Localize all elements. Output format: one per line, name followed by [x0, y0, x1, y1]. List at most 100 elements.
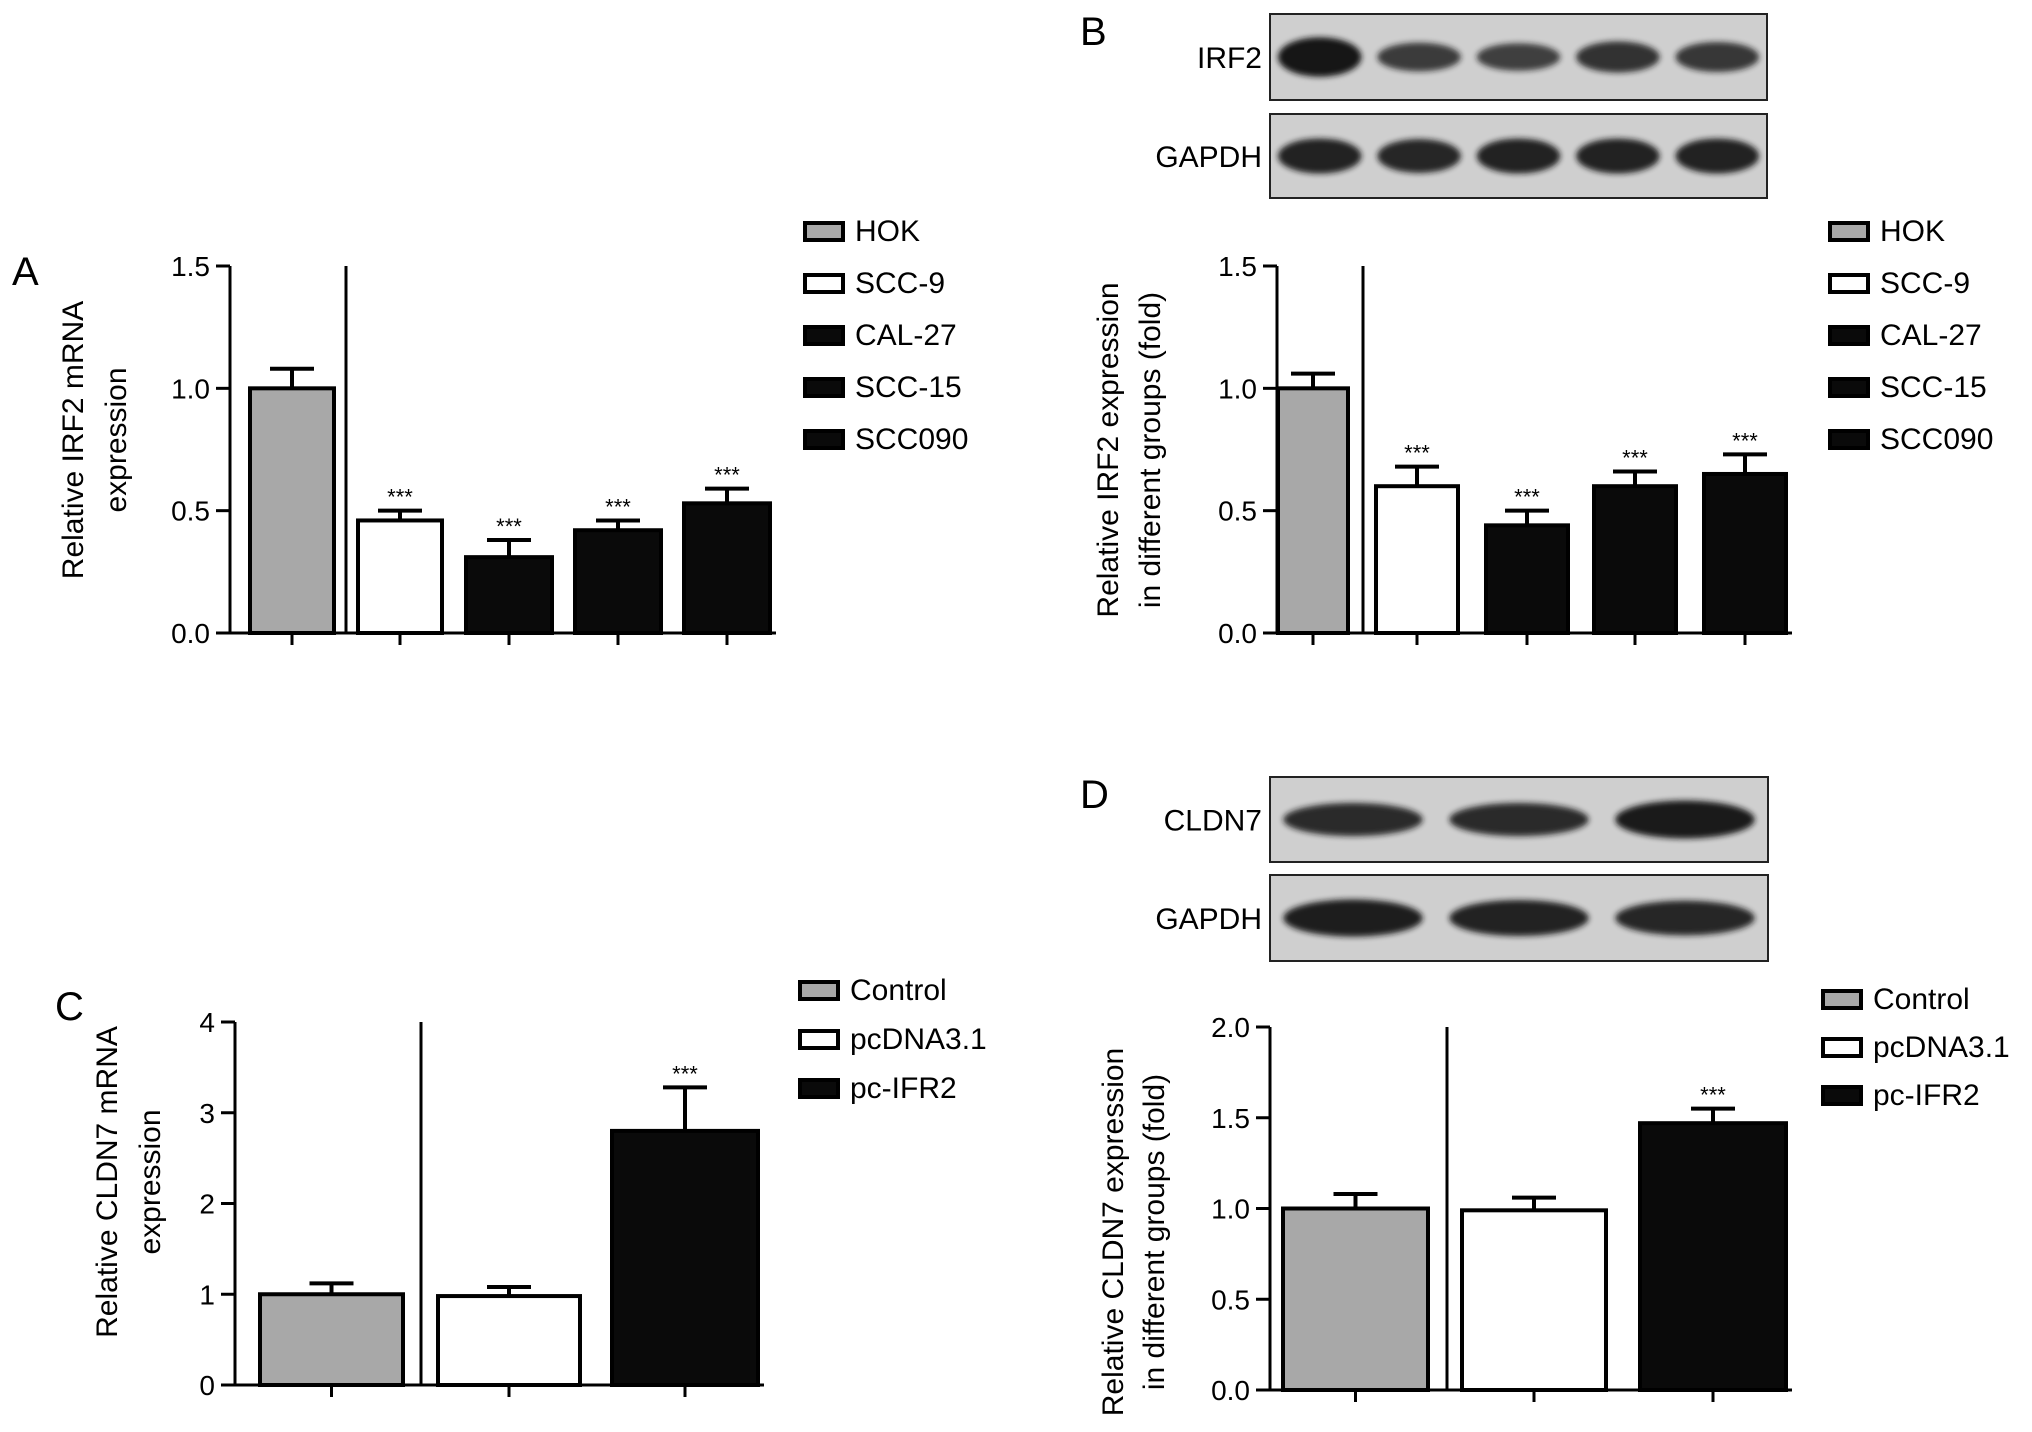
chart-c-bar-pcdna3-1: [436, 1294, 582, 1387]
chart-c-legend-swatch: [798, 1029, 840, 1050]
chart-c-ylabel-line2: expression: [134, 1109, 167, 1254]
chart-b-ylabel-line1: Relative IRF2 expression: [1092, 282, 1125, 617]
blot-d-row-label: CLDN7: [1164, 805, 1262, 838]
chart-c-ylabel-line1: Relative CLDN7 mRNA: [91, 1026, 124, 1338]
chart-b-ytick-label: 0.0: [1218, 618, 1257, 649]
panel-b: IRF2 GAPDH 0.0 0.5 1.0 1.5 *** *** *** *** Relat…: [1092, 13, 1993, 649]
chart-a-bar-hok: [248, 386, 336, 636]
chart-a-legend-label: CAL-27: [855, 319, 957, 352]
chart-a-legend-swatch: [803, 325, 845, 346]
panel-a: 0.0 0.5 1.0 1.5 *** *** *** *** Relative IRF2 m…: [57, 215, 968, 649]
panel-label-a: A: [12, 250, 39, 294]
panel-label-d: D: [1080, 773, 1109, 817]
chart-b-legend-label: HOK: [1880, 215, 1945, 248]
blot-b-band: [1277, 37, 1362, 77]
blot-b-band: [1476, 138, 1561, 174]
chart-c-ytick-label: 1: [199, 1279, 215, 1310]
chart-c-bar-control: [258, 1292, 405, 1387]
chart-b-ytick-label: 0.5: [1218, 496, 1257, 527]
chart-a-legend-label: SCC-9: [855, 267, 945, 300]
chart-b-bar-scc-9: [1374, 484, 1460, 636]
blot-b-band: [1377, 139, 1461, 173]
blot-d-band: [1283, 899, 1423, 937]
chart-a-significance: ***: [387, 485, 413, 510]
chart-a-ylabel-line1: Relative IRF2 mRNA: [57, 301, 90, 579]
chart-a-bar-scc-15: [573, 528, 663, 635]
blot-b-row-label: IRF2: [1197, 42, 1262, 75]
panel-label-b: B: [1080, 10, 1107, 54]
chart-c-legend-label: Control: [850, 974, 947, 1007]
chart-b-significance: ***: [1404, 441, 1430, 466]
chart-a-legend: HOK SCC-9 CAL-27 SCC-15 SCC090: [803, 215, 968, 456]
chart-b-significance: ***: [1514, 485, 1540, 510]
chart-a-ylabel-line2: expression: [100, 367, 133, 512]
panel-d: CLDN7 GAPDH 0.0 0.5 1.0 1.5 2.0 *** Relative C…: [1097, 776, 2010, 1417]
chart-d-bar-pc-ifr2: [1638, 1121, 1788, 1392]
blot-b-band: [1675, 138, 1760, 174]
blot-d-row-label: GAPDH: [1155, 903, 1262, 936]
chart-b-bar-hok: [1276, 386, 1350, 636]
chart-a-ytick-label: 0.0: [171, 618, 210, 649]
chart-d-ytick-label: 2.0: [1211, 1012, 1250, 1043]
chart-d-ylabel-line2: in different groups (fold): [1138, 1074, 1171, 1390]
blot-b-band: [1476, 43, 1561, 71]
chart-b-legend-label: CAL-27: [1880, 319, 1982, 352]
chart-b-legend-swatch: [1828, 273, 1870, 294]
chart-d-bar-pcdna3-1: [1460, 1208, 1608, 1392]
chart-a-ytick-label: 1.5: [171, 251, 210, 282]
chart-c-ytick-label: 2: [199, 1189, 215, 1220]
chart-b-legend-swatch: [1828, 377, 1870, 398]
chart-d-ylabel-line1: Relative CLDN7 expression: [1097, 1048, 1130, 1417]
panel-label-c: C: [55, 985, 84, 1029]
chart-a-ytick-label: 1.0: [171, 373, 210, 404]
chart-a-ytick-label: 0.5: [171, 496, 210, 527]
chart-c-significance: ***: [672, 1061, 698, 1086]
chart-a-significance: ***: [496, 514, 522, 539]
blot-d-band: [1449, 900, 1589, 936]
chart-d-bar-control: [1281, 1206, 1430, 1392]
chart-d-ytick-label: 1.5: [1211, 1103, 1250, 1134]
chart-d-legend-swatch: [1821, 1037, 1863, 1058]
chart-d-ytick-label: 0.0: [1211, 1375, 1250, 1406]
chart-d-legend-label: pcDNA3.1: [1873, 1031, 2010, 1064]
chart-b-legend-label: SCC090: [1880, 423, 1993, 456]
chart-a-bar-cal-27: [464, 555, 554, 635]
chart-a-significance: ***: [605, 494, 631, 519]
chart-b-legend-swatch: [1828, 429, 1870, 450]
chart-d-ytick-label: 0.5: [1211, 1284, 1250, 1315]
chart-a-plot: 0.0 0.5 1.0 1.5 *** *** *** ***: [171, 251, 776, 649]
chart-a-bar-scc090: [682, 501, 772, 635]
chart-c-legend: Control pcDNA3.1 pc-IFR2: [798, 974, 987, 1105]
chart-a-legend-label: SCC090: [855, 423, 968, 456]
blot-d-band: [1615, 900, 1755, 936]
chart-b-legend: HOK SCC-9 CAL-27 SCC-15 SCC090: [1828, 215, 1993, 456]
blot-b-band: [1277, 138, 1362, 174]
blot-b-band: [1377, 42, 1461, 72]
chart-b-bar-scc090: [1702, 471, 1788, 636]
chart-a-legend-swatch: [803, 221, 845, 242]
chart-d-legend-swatch: [1821, 989, 1863, 1010]
chart-d-legend-label: pc-IFR2: [1873, 1079, 1980, 1112]
chart-c-bar-pc-ifr2: [610, 1128, 760, 1388]
chart-c-plot: 0 1 2 3 4 ***: [199, 1007, 764, 1401]
blot-d-band: [1615, 800, 1755, 839]
chart-a-legend-swatch: [803, 429, 845, 450]
chart-b-legend-label: SCC-15: [1880, 371, 1987, 404]
chart-c-legend-label: pcDNA3.1: [850, 1023, 987, 1056]
chart-b-legend-swatch: [1828, 221, 1870, 242]
chart-b-ytick-label: 1.5: [1218, 251, 1257, 282]
chart-b-ytick-label: 1.0: [1218, 373, 1257, 404]
blot-b-band: [1576, 41, 1660, 73]
blot-b-band: [1576, 138, 1660, 174]
chart-b-plot: 0.0 0.5 1.0 1.5 *** *** *** ***: [1218, 251, 1792, 649]
chart-a-legend-swatch: [803, 377, 845, 398]
chart-d-significance: ***: [1700, 1083, 1726, 1108]
blot-b-row-label: GAPDH: [1155, 141, 1262, 174]
chart-c-ytick-label: 0: [199, 1370, 215, 1401]
blot-d: CLDN7 GAPDH: [1155, 776, 1769, 962]
chart-d-ytick-label: 1.0: [1211, 1194, 1250, 1225]
chart-c-legend-label: pc-IFR2: [850, 1072, 957, 1105]
chart-d-plot: 0.0 0.5 1.0 1.5 2.0 ***: [1211, 1012, 1792, 1406]
